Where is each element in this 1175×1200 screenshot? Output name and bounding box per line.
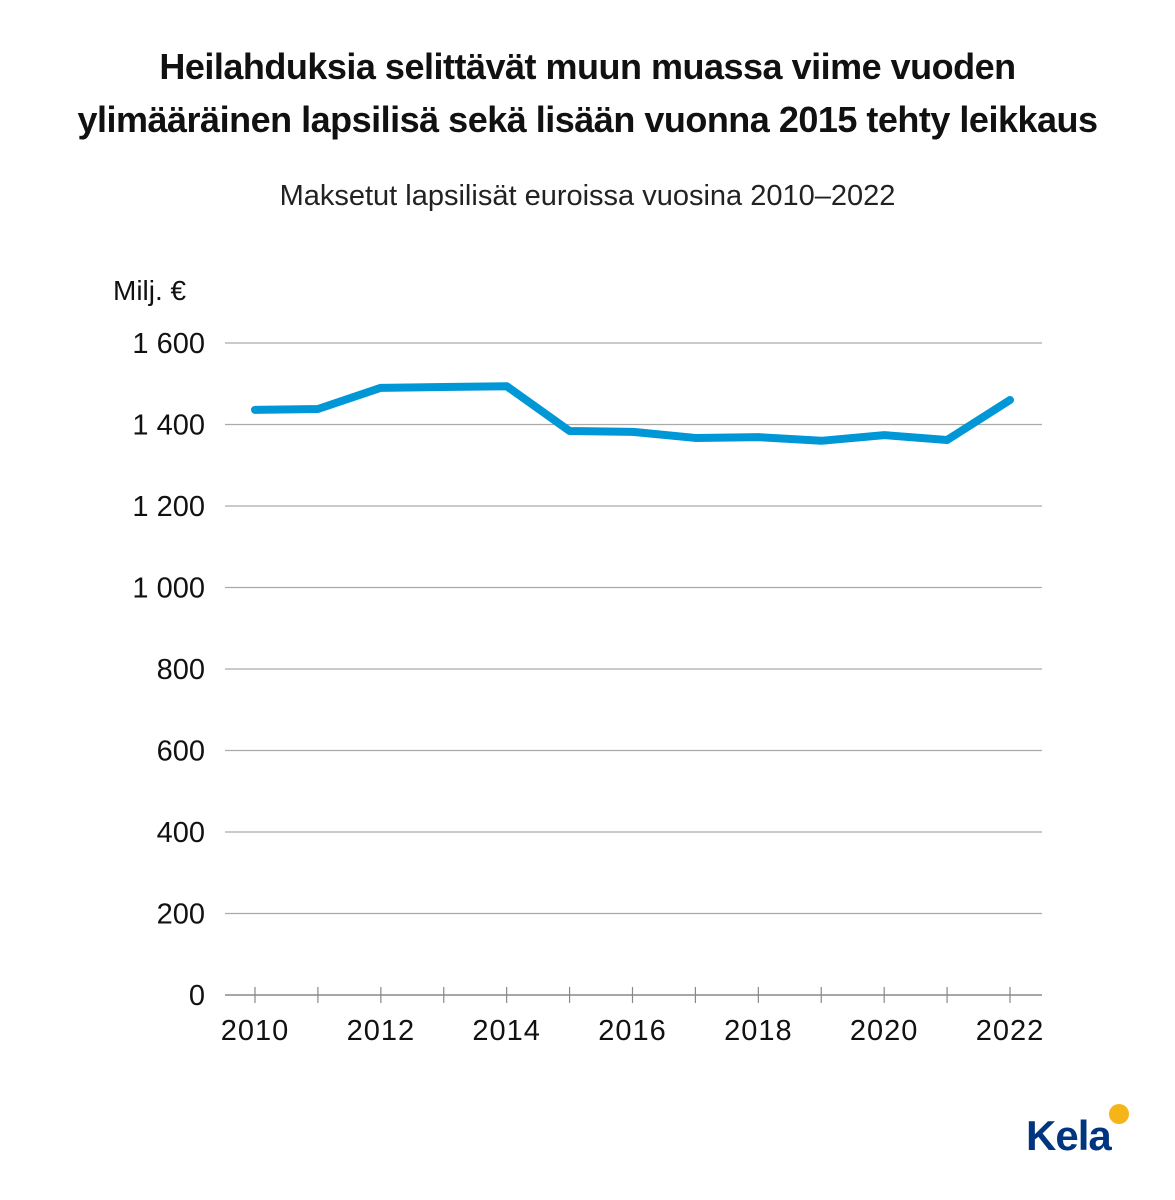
- y-tick-label: 1 400: [132, 410, 205, 442]
- y-axis-label: Milj. €: [113, 275, 187, 306]
- y-tick-label: 1 000: [132, 573, 205, 605]
- y-tick-label: 1 200: [132, 491, 205, 523]
- y-tick-label: 800: [157, 654, 205, 686]
- kela-logo: Kela: [1026, 1112, 1112, 1159]
- y-tick-label: 400: [157, 817, 205, 849]
- series-line: [251, 382, 1014, 445]
- kela-logo-mark: [1109, 1104, 1129, 1124]
- chart-title: Heilahduksia selittävät muun muassa viim…: [0, 40, 1175, 146]
- x-tick-label: 2018: [724, 1015, 793, 1047]
- x-tick-label: 2022: [976, 1015, 1045, 1047]
- title-line-1: Heilahduksia selittävät muun muassa viim…: [159, 46, 1016, 87]
- x-tick-label: 2012: [347, 1015, 416, 1047]
- y-tick-label: 200: [157, 899, 205, 931]
- chart-subtitle: Maksetut lapsilisät euroissa vuosina 201…: [279, 180, 896, 212]
- x-tick-label: 2016: [598, 1015, 667, 1047]
- title-line-2: ylimääräinen lapsilisä sekä lisään vuonn…: [77, 99, 1098, 140]
- x-tick-label: 2014: [472, 1015, 541, 1047]
- x-tick-label: 2020: [850, 1015, 919, 1047]
- y-tick-label: 1 600: [132, 328, 205, 360]
- y-tick-label: 600: [157, 736, 205, 768]
- x-tick-label: 2010: [221, 1015, 290, 1047]
- y-tick-label: 0: [189, 980, 205, 1012]
